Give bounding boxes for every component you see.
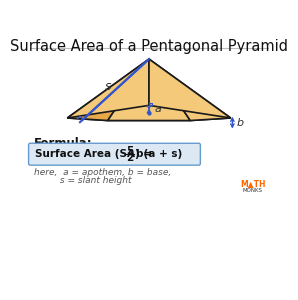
- Text: Surface Area of a Pentagonal Pyramid: Surface Area of a Pentagonal Pyramid: [10, 39, 288, 54]
- Text: Surface Area (SA) =: Surface Area (SA) =: [35, 149, 156, 159]
- Text: b: b: [237, 118, 244, 128]
- Text: s = slant height: s = slant height: [34, 176, 131, 185]
- Text: MONKS: MONKS: [243, 188, 263, 193]
- Text: s: s: [105, 80, 111, 93]
- Text: Formula:: Formula:: [34, 137, 92, 150]
- Polygon shape: [108, 59, 190, 121]
- Text: a: a: [154, 104, 161, 114]
- FancyBboxPatch shape: [29, 143, 200, 165]
- Text: b(a + s): b(a + s): [136, 149, 183, 159]
- Polygon shape: [149, 59, 231, 121]
- Polygon shape: [67, 59, 149, 118]
- Polygon shape: [67, 59, 149, 121]
- Polygon shape: [67, 105, 231, 121]
- Text: M▲TH: M▲TH: [240, 179, 265, 188]
- Polygon shape: [149, 59, 231, 118]
- Text: 5: 5: [126, 146, 133, 156]
- Text: here,  a = apothem, b = base,: here, a = apothem, b = base,: [34, 168, 171, 177]
- Text: 2: 2: [126, 153, 133, 163]
